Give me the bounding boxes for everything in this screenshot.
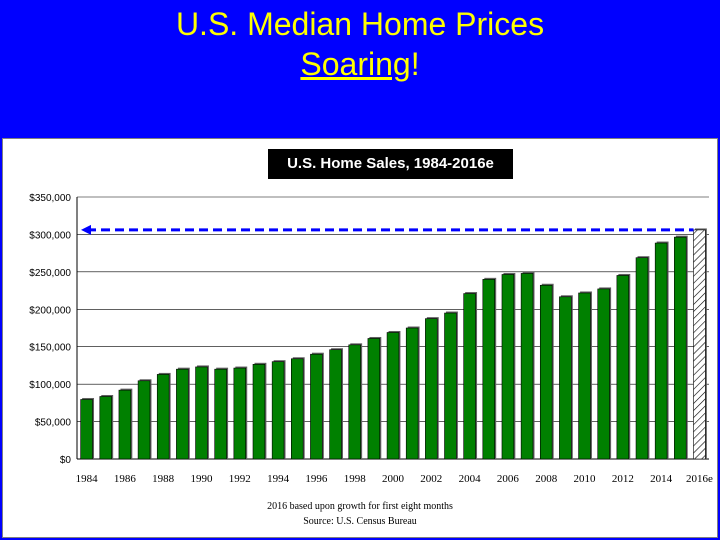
x-tick-label: 1990 <box>190 473 213 485</box>
x-tick-label: 1998 <box>344 473 367 485</box>
bar <box>329 349 342 460</box>
y-tick-label: $50,000 <box>35 418 72 429</box>
bar <box>482 279 495 460</box>
bar <box>176 368 189 460</box>
x-tick-label: 2014 <box>650 473 673 485</box>
bar <box>80 399 93 460</box>
y-tick-label: $200,000 <box>29 305 71 316</box>
x-tick-label: 1994 <box>267 473 290 485</box>
bar-chart: $0 $50,000 $100,000 $150,000 $200,000 $250,00… <box>29 193 713 485</box>
bar <box>137 380 151 460</box>
x-tick-label: 1984 <box>76 473 99 485</box>
bar <box>635 257 649 460</box>
x-tick-label: 2002 <box>420 473 442 485</box>
x-tick-label: 1986 <box>114 473 137 485</box>
bar <box>195 366 208 460</box>
bar <box>654 242 668 460</box>
bar <box>405 327 419 460</box>
bar <box>233 367 247 460</box>
chart-frame: $0 $50,000 $100,000 $150,000 $200,000 $250,00… <box>2 138 718 538</box>
x-tick-label: 2004 <box>459 473 482 485</box>
slide-title-line2: Soaring! <box>0 44 720 84</box>
bar <box>674 236 687 460</box>
footnote-basis: 2016 based upon growth for first eight m… <box>267 501 453 512</box>
x-tick-label: 2012 <box>612 473 634 485</box>
bar <box>99 396 112 460</box>
bar <box>386 332 400 460</box>
y-tick-label: $0 <box>60 455 72 466</box>
x-tick-label: 2000 <box>382 473 405 485</box>
bar <box>271 361 285 460</box>
chart-title: U.S. Home Sales, 1984-2016e <box>268 149 513 179</box>
x-tick-label: 2016e <box>686 473 713 485</box>
bar <box>463 293 476 460</box>
bar <box>501 274 515 460</box>
bar <box>444 312 457 460</box>
slide-title: U.S. Median Home Prices Soaring! <box>0 4 720 84</box>
bar-estimate <box>693 229 706 460</box>
footnote-source: Source: U.S. Census Bureau <box>303 516 417 527</box>
bar <box>520 273 534 460</box>
bar <box>539 284 553 460</box>
bar <box>425 318 438 460</box>
y-tick-label: $350,000 <box>29 193 71 204</box>
x-tick-label: 1992 <box>229 473 251 485</box>
reference-arrowhead <box>81 224 91 235</box>
bar <box>367 338 381 460</box>
x-tick-label: 2008 <box>535 473 558 485</box>
y-tick-label: $150,000 <box>29 343 71 354</box>
y-tick-label: $300,000 <box>29 230 71 241</box>
bar <box>616 275 630 460</box>
slide-title-line1: U.S. Median Home Prices <box>175 6 545 42</box>
bar <box>310 353 323 460</box>
bar <box>597 288 610 460</box>
bar <box>118 389 132 460</box>
x-tick-label: 1988 <box>152 473 175 485</box>
y-tick-label: $100,000 <box>29 380 71 391</box>
x-tick-label: 1996 <box>305 473 328 485</box>
bar <box>291 358 304 460</box>
slide-title-underlined-word: Soaring <box>300 46 411 82</box>
bar <box>578 292 591 460</box>
slide-title-punct: ! <box>410 46 420 82</box>
bar <box>156 374 170 460</box>
bar <box>252 364 266 460</box>
bar <box>214 368 227 460</box>
x-tick-label: 2010 <box>574 473 597 485</box>
x-tick-label: 2006 <box>497 473 520 485</box>
bar <box>348 344 361 460</box>
bar <box>559 296 572 460</box>
y-tick-label: $250,000 <box>29 268 71 279</box>
